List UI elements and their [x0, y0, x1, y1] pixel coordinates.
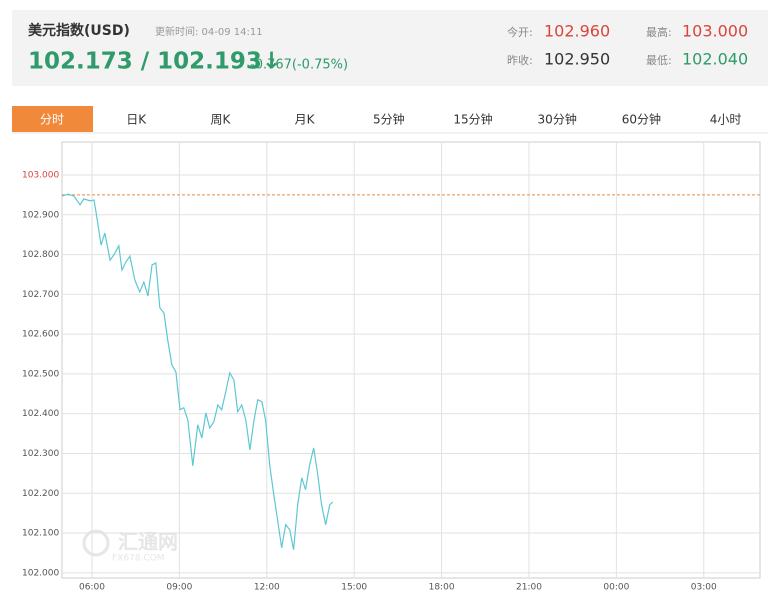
stat-label: 最高:	[646, 25, 672, 39]
x-tick-label: 03:00	[691, 583, 717, 593]
y-tick-label: 102.300	[22, 449, 59, 459]
stat-value: 102.960	[544, 22, 610, 41]
y-tick-label: 103.000	[22, 171, 59, 181]
tab[interactable]: 60分钟	[622, 112, 661, 127]
x-tick-label: 18:00	[429, 583, 455, 593]
x-tick-label: 00:00	[603, 583, 629, 593]
x-tick-label: 06:00	[79, 583, 105, 593]
stat-label: 最低:	[646, 54, 672, 67]
change: -0.767(-0.75%)	[250, 58, 348, 73]
watermark-site: FX678.COM	[112, 554, 165, 564]
stat-value: 103.000	[682, 22, 748, 41]
stat-value: 102.950	[544, 50, 610, 69]
stat-label: 今开:	[507, 25, 533, 39]
update-time: 更新时间: 04-09 14:11	[155, 25, 263, 38]
tab[interactable]: 日K	[126, 113, 147, 127]
tab-active-bg[interactable]	[12, 106, 93, 132]
y-tick-label: 102.600	[22, 330, 59, 340]
plot-frame	[61, 141, 761, 579]
tab[interactable]: 30分钟	[538, 112, 577, 127]
y-tick-label: 102.800	[22, 250, 59, 260]
x-tick-label: 12:00	[254, 583, 280, 593]
y-tick-label: 102.500	[22, 369, 59, 379]
x-tick-label: 15:00	[341, 583, 367, 593]
stat-label: 昨收:	[507, 53, 533, 67]
price-line	[61, 193, 334, 550]
tab[interactable]: 分时	[40, 113, 64, 127]
y-tick-label: 102.700	[22, 290, 59, 300]
tab[interactable]: 4小时	[710, 113, 742, 127]
tab[interactable]: 15分钟	[453, 112, 492, 127]
header-box	[12, 10, 768, 86]
tab[interactable]: 5分钟	[373, 112, 405, 127]
y-tick-label: 102.900	[22, 210, 59, 220]
tab[interactable]: 周K	[210, 113, 231, 127]
y-tick-label: 102.000	[22, 568, 59, 578]
watermark-logo	[82, 529, 110, 557]
title: 美元指数(USD)	[28, 22, 130, 39]
y-tick-label: 102.100	[22, 529, 59, 539]
x-tick-label: 21:00	[516, 583, 542, 593]
stat-value: 102.040	[682, 50, 748, 69]
y-tick-label: 102.200	[22, 489, 59, 499]
tab[interactable]: 月K	[295, 113, 316, 127]
y-tick-label: 102.400	[22, 409, 59, 419]
price: 102.173 / 102.193↓	[28, 49, 281, 75]
x-tick-label: 09:00	[166, 583, 192, 593]
